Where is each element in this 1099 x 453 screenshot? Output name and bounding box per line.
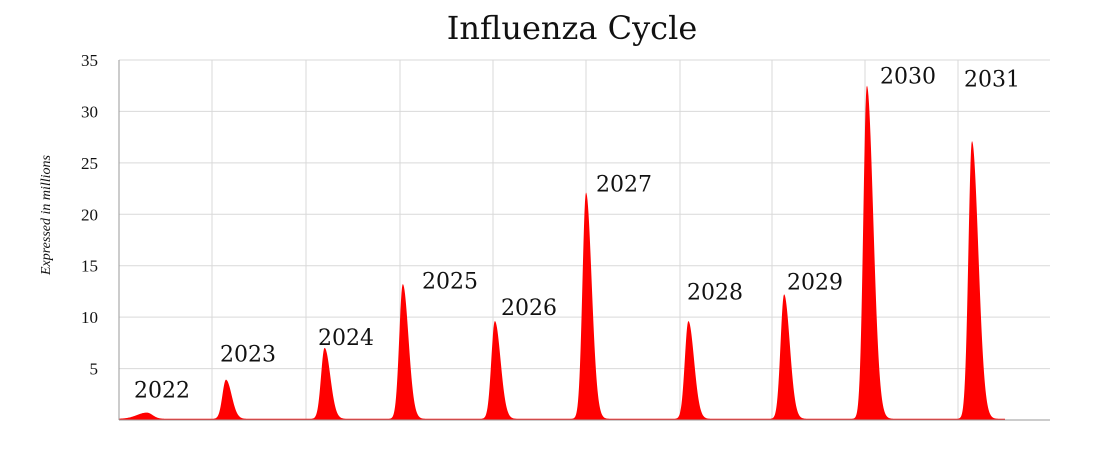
plot-area <box>119 85 1005 420</box>
y-tick-label: 25 <box>81 154 98 173</box>
y-axis-label: Expressed in millions <box>39 154 54 276</box>
season-label: 2026 <box>501 296 557 321</box>
season-label: 2028 <box>687 281 743 306</box>
axes <box>118 60 1050 421</box>
season-label: 2023 <box>220 342 276 367</box>
season-label: 2029 <box>787 270 843 295</box>
y-tick-label: 30 <box>81 102 98 121</box>
season-label: 2022 <box>134 378 190 403</box>
y-tick-label: 10 <box>81 308 98 327</box>
season-label: 2025 <box>422 269 478 294</box>
y-tick-label: 5 <box>90 360 99 379</box>
y-tick-labels: 5 10 15 20 25 30 35 <box>81 51 98 379</box>
season-label: 2031 <box>964 68 1020 93</box>
influenza-area-series <box>119 85 1005 420</box>
y-tick-label: 20 <box>81 205 98 224</box>
y-tick-label: 15 <box>81 257 98 276</box>
season-label: 2024 <box>318 326 374 351</box>
season-label: 2027 <box>596 173 652 198</box>
season-label: 2030 <box>880 65 936 90</box>
y-tick-label: 35 <box>81 51 98 70</box>
season-labels: 2022 2023 2024 2025 2026 2027 2028 2029 2030 2031 <box>134 65 1020 404</box>
chart-title: Influenza Cycle <box>447 9 698 47</box>
